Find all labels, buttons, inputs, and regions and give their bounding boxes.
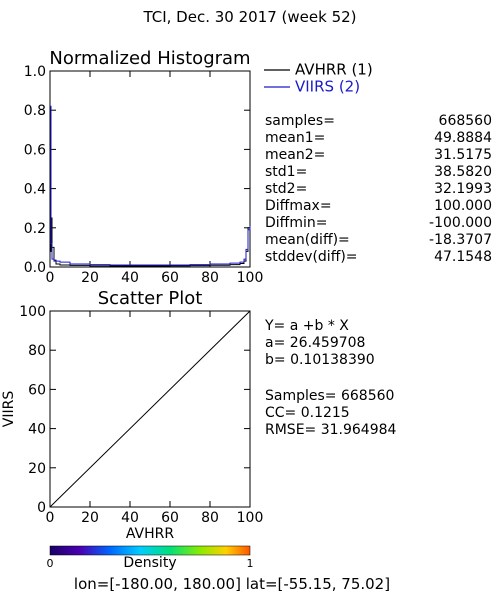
- stat-value: 668560: [439, 113, 492, 129]
- stat-value: 49.8884: [434, 130, 492, 146]
- stat-label: samples=: [265, 113, 335, 129]
- histogram-panel: Normalized Histogram 0 20 40 60 80 100 0.0 0.2…: [24, 48, 264, 286]
- stat-label: mean1=: [265, 130, 325, 146]
- scatter-x-tick-label: 80: [201, 510, 219, 526]
- stat-value: 100.000: [434, 198, 492, 214]
- scatter-y-tick-label: 40: [28, 422, 46, 438]
- legend-label-viirs: VIIRS (2): [295, 78, 360, 96]
- stat-label: mean(diff)=: [265, 232, 350, 248]
- regression-b: b= 0.10138390: [265, 352, 375, 368]
- stat-value: -18.3707: [429, 232, 492, 248]
- histogram-y-tick-label: 1.0: [24, 64, 46, 80]
- density-colorbar: 0 Density 1: [47, 545, 254, 571]
- stat-label: std2=: [265, 181, 307, 197]
- stat-label: Diffmin=: [265, 215, 327, 231]
- histogram-series-avhrr-line: [50, 217, 251, 267]
- histogram-frame: [49, 70, 251, 268]
- histogram-x-tick-label: 20: [81, 270, 99, 286]
- scatter-panel: Scatter Plot 0 20 40 60 80 100 0 20 40 60 80 100 A…: [1, 288, 263, 542]
- histogram-y-tick-label: 0.4: [24, 182, 46, 198]
- histogram-y-tick-label: 0.8: [24, 103, 46, 119]
- scatter-x-axis-label: AVHRR: [126, 526, 175, 542]
- stats-block: samples= 668560 mean1= 49.8884 mean2= 31.5175…: [265, 113, 492, 265]
- scatter-y-tick-label: 20: [28, 461, 46, 477]
- histogram-x-tick-label: 0: [46, 270, 55, 286]
- colorbar-gradient: [49, 545, 251, 556]
- scatter-y-tick-label: 80: [28, 343, 46, 359]
- colorbar-min-label: 0: [47, 557, 54, 570]
- scatter-y-axis-label: VIIRS: [1, 391, 17, 428]
- histogram-x-tick-label: 40: [121, 270, 139, 286]
- scatter-x-tick-label: 100: [237, 510, 264, 526]
- regression-rmse: RMSE= 31.964984: [265, 422, 397, 438]
- histogram-legend: AVHRR (1) VIIRS (2): [264, 61, 373, 96]
- regression-samples: Samples= 668560: [265, 388, 394, 404]
- scatter-y-tick-label: 100: [19, 304, 46, 320]
- histogram-x-tick-label: 100: [237, 270, 264, 286]
- scatter-x-tick-label: 0: [46, 510, 55, 526]
- stat-label: Diffmax=: [265, 198, 332, 214]
- page-title: TCI, Dec. 30 2017 (week 52): [142, 8, 356, 26]
- scatter-y-tick-label: 60: [28, 382, 46, 398]
- colorbar-max-label: 1: [247, 557, 254, 570]
- stat-label: stddev(diff)=: [265, 249, 358, 265]
- stat-value: -100.000: [429, 215, 492, 231]
- histogram-series-viirs-line: [50, 105, 251, 266]
- scatter-reference-line: [49, 310, 251, 508]
- stat-value: 31.5175: [434, 147, 492, 163]
- histogram-y-tick-label: 0.6: [24, 142, 46, 158]
- legend-label-avhrr: AVHRR (1): [295, 61, 373, 79]
- stat-label: std1=: [265, 164, 307, 180]
- histogram-x-tick-label: 60: [161, 270, 179, 286]
- scatter-x-tick-label: 40: [121, 510, 139, 526]
- stat-label: mean2=: [265, 147, 325, 163]
- histogram-y-tick-label: 0.2: [24, 221, 46, 237]
- histogram-title: Normalized Histogram: [49, 48, 250, 69]
- histogram-y-tick-label: 0.0: [24, 260, 46, 276]
- scatter-frame: [49, 310, 251, 508]
- scatter-x-tick-label: 20: [81, 510, 99, 526]
- regression-equation: Y= a +b * X: [264, 318, 349, 334]
- scatter-y-tick-label: 0: [37, 500, 46, 516]
- stat-value: 32.1993: [434, 181, 492, 197]
- regression-block: Y= a +b * X a= 26.459708 b= 0.10138390 S…: [264, 318, 397, 438]
- stat-value: 38.5820: [434, 164, 492, 180]
- stat-value: 47.1548: [434, 249, 492, 265]
- footer-lonlat: lon=[-180.00, 180.00] lat=[-55.15, 75.02…: [74, 575, 390, 593]
- scatter-x-tick-label: 60: [161, 510, 179, 526]
- scatter-title: Scatter Plot: [98, 288, 203, 309]
- colorbar-title: Density: [123, 555, 176, 571]
- regression-a: a= 26.459708: [265, 335, 365, 351]
- histogram-x-tick-label: 80: [201, 270, 219, 286]
- regression-cc: CC= 0.1215: [265, 405, 350, 421]
